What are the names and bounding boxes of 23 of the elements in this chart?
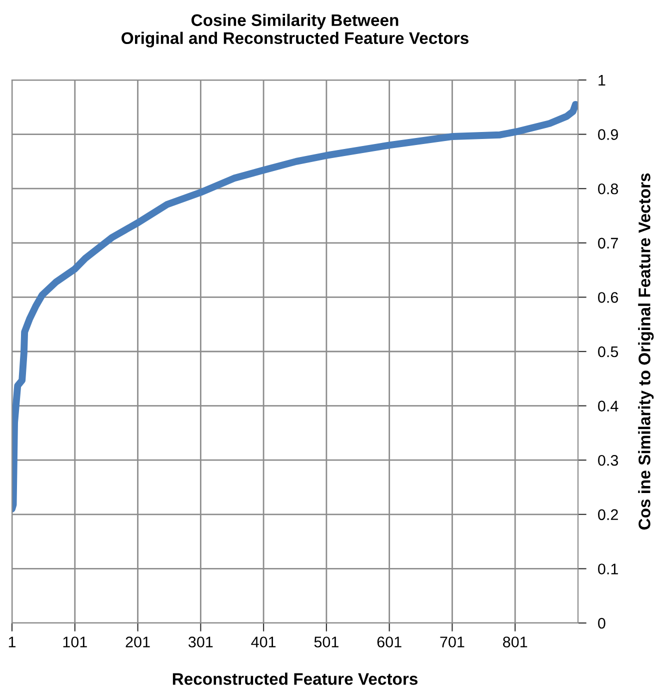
- x-tick-label: 1: [8, 636, 16, 648]
- y-tick-label: 0.1: [598, 564, 618, 574]
- y-tick-label: 0.2: [598, 509, 618, 520]
- y-tick-label: 0.3: [598, 454, 618, 466]
- x-axis-title: Reconstructed Feature Vectors: [172, 672, 418, 685]
- x-tick-label: 601: [377, 636, 402, 648]
- y-tick-label: 0.7: [598, 238, 618, 249]
- x-tick-label: 301: [188, 636, 213, 648]
- x-tick-label: 701: [440, 636, 464, 648]
- y-tick-label: 0.5: [598, 346, 618, 358]
- y-tick-label: 1: [598, 75, 606, 86]
- y-tick-label: 0: [598, 618, 606, 629]
- x-tick-label: 101: [63, 636, 87, 648]
- y-tick-label: 0.9: [598, 129, 618, 140]
- x-tick-label: 201: [126, 636, 150, 648]
- x-tick-label: 801: [503, 636, 528, 648]
- y-tick-label: 0.4: [598, 400, 618, 412]
- y-axis-title: Cos ine Similarity to Original Feature Vectors: [638, 173, 654, 530]
- x-tick-label: 401: [251, 636, 276, 648]
- chart-title: Cosine Similarity Between Original and Reconstructed Feature Vectors: [122, 14, 468, 48]
- y-tick-label: 0.8: [598, 183, 618, 194]
- y-tick-label: 0.6: [598, 292, 618, 303]
- x-tick-label: 501: [314, 636, 338, 648]
